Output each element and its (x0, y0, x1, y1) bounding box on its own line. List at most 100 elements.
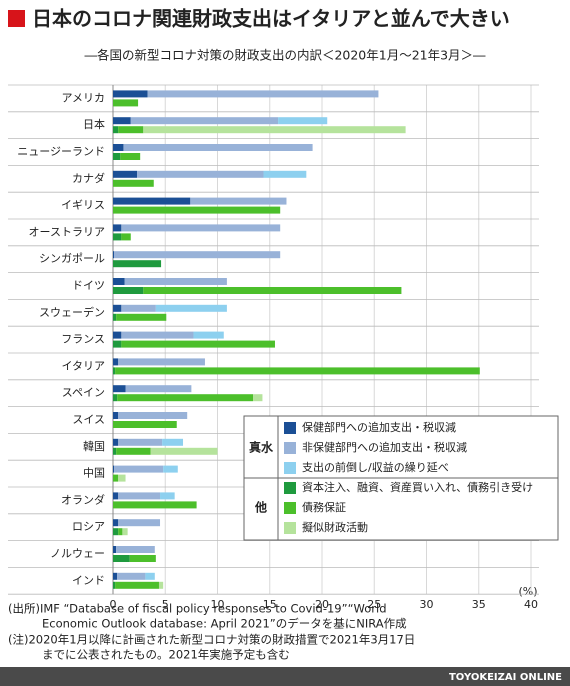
bar-segment (263, 170, 307, 178)
bar-segment (113, 340, 122, 348)
bar-segment (113, 438, 119, 446)
subtitle: ―各国の新型コロナ対策の財政支出の内訳＜2020年1月〜21年3月＞― (84, 48, 486, 63)
bar-segment (113, 385, 126, 393)
bar-segment (162, 438, 184, 446)
y-tick-label: 日本 (83, 117, 105, 131)
bar-segment (113, 555, 130, 562)
bar-segment (113, 206, 281, 214)
legend-swatch (284, 522, 296, 534)
bar-segment (118, 126, 144, 134)
bar-segment (118, 474, 126, 482)
bar-segment (113, 519, 119, 527)
bar-segment (113, 126, 119, 134)
legend-swatch (284, 422, 296, 434)
bar-segment (121, 233, 131, 241)
note-line: (注)2020年1月以降に計画された新型コロナ対策の財政措置で2021年3月17… (8, 633, 415, 647)
bar-segment (116, 447, 151, 455)
legend-group-label: 真水 (249, 440, 274, 455)
bar-segment (113, 197, 191, 205)
title-marker (8, 10, 25, 27)
bar-segment (113, 278, 125, 285)
legend-label: 非保健部門への追加支出・税収減 (302, 440, 467, 454)
bar-segment (117, 572, 146, 580)
bar-segment (113, 260, 162, 268)
bar-segment (113, 90, 148, 98)
bar-segment (118, 528, 123, 536)
y-tick-label: スイス (72, 413, 105, 426)
bar-segment (120, 153, 141, 160)
bar-segment (114, 251, 281, 259)
bar-segment (113, 233, 122, 241)
legend-label: 資本注入、融資、資産買い入れ、債務引き受け (302, 480, 533, 494)
legend-group-label: 他 (254, 500, 267, 515)
legend-swatch (284, 442, 296, 454)
bar-segment (121, 224, 281, 232)
legend-label: 債務保証 (302, 500, 346, 514)
bar-segment (113, 572, 118, 580)
y-tick-label: インド (72, 574, 105, 587)
bar-segment (113, 153, 121, 160)
y-tick-label: イタリア (61, 359, 105, 372)
bar-segment (113, 99, 139, 107)
x-tick-label: 25 (367, 598, 381, 611)
legend-label: 保健部門への追加支出・税収減 (302, 420, 456, 434)
bar-segment (113, 331, 122, 339)
bar-segment (190, 197, 287, 205)
bar-segment (160, 492, 175, 500)
footer-bar (0, 667, 570, 686)
bar-segment (113, 144, 124, 151)
bar-segment (158, 581, 164, 589)
bar-segment (117, 394, 254, 402)
x-tick-label: 30 (420, 598, 434, 611)
y-tick-label: イギリス (61, 199, 105, 212)
bar-segment (137, 170, 264, 178)
bar-segment (116, 546, 155, 553)
legend-label: 支出の前倒し/収益の繰り延べ (302, 460, 449, 474)
bar-segment (253, 394, 263, 402)
bar-segment (113, 287, 144, 294)
bar-segment (113, 367, 116, 375)
y-tick-label: シンガポール (39, 252, 105, 265)
legend-label: 擬似財政活動 (302, 520, 368, 534)
y-tick-label: フランス (61, 333, 105, 346)
legend-swatch (284, 482, 296, 494)
y-tick-label: ニュージーランド (17, 145, 105, 158)
bar-segment (193, 331, 224, 339)
x-tick-label: 10 (211, 598, 225, 611)
bar-segment (124, 278, 227, 285)
bar-segment (118, 358, 205, 366)
x-tick-label: 15 (263, 598, 277, 611)
bar-segment (113, 170, 138, 178)
bar-segment (130, 117, 279, 125)
bar-segment (143, 287, 402, 294)
x-tick-label: 40 (524, 598, 538, 611)
legend-swatch (284, 462, 296, 474)
bar-segment (122, 528, 128, 536)
bar-segment (114, 465, 164, 473)
y-tick-label: ノルウェー (50, 547, 105, 560)
bar-segment (113, 179, 154, 187)
bar-segment (113, 358, 119, 366)
bar-segment (113, 501, 197, 509)
bar-segment (113, 117, 131, 125)
bar-segment (118, 412, 188, 419)
bar-segment (115, 581, 159, 589)
bar-segment (118, 519, 161, 527)
bar-segment (125, 385, 192, 393)
y-tick-label: ロシア (72, 520, 105, 533)
bar-segment (121, 331, 194, 339)
bar-segment (113, 474, 119, 482)
bar-segment (118, 438, 163, 446)
bar-segment (147, 90, 379, 98)
bar-segment (113, 546, 117, 553)
bar-segment (121, 340, 275, 348)
bar-segment (113, 224, 122, 232)
bar-segment (113, 394, 118, 402)
bar-segment (113, 412, 119, 419)
bar-segment (113, 421, 177, 428)
legend: 真水 保健部門への追加支出・税収減非保健部門への追加支出・税収減支出の前倒し/収益… (243, 415, 559, 541)
x-unit: (%) (518, 585, 537, 598)
bar-segment (121, 304, 156, 312)
footer: TOYOKEIZAI ONLINE (449, 672, 562, 683)
